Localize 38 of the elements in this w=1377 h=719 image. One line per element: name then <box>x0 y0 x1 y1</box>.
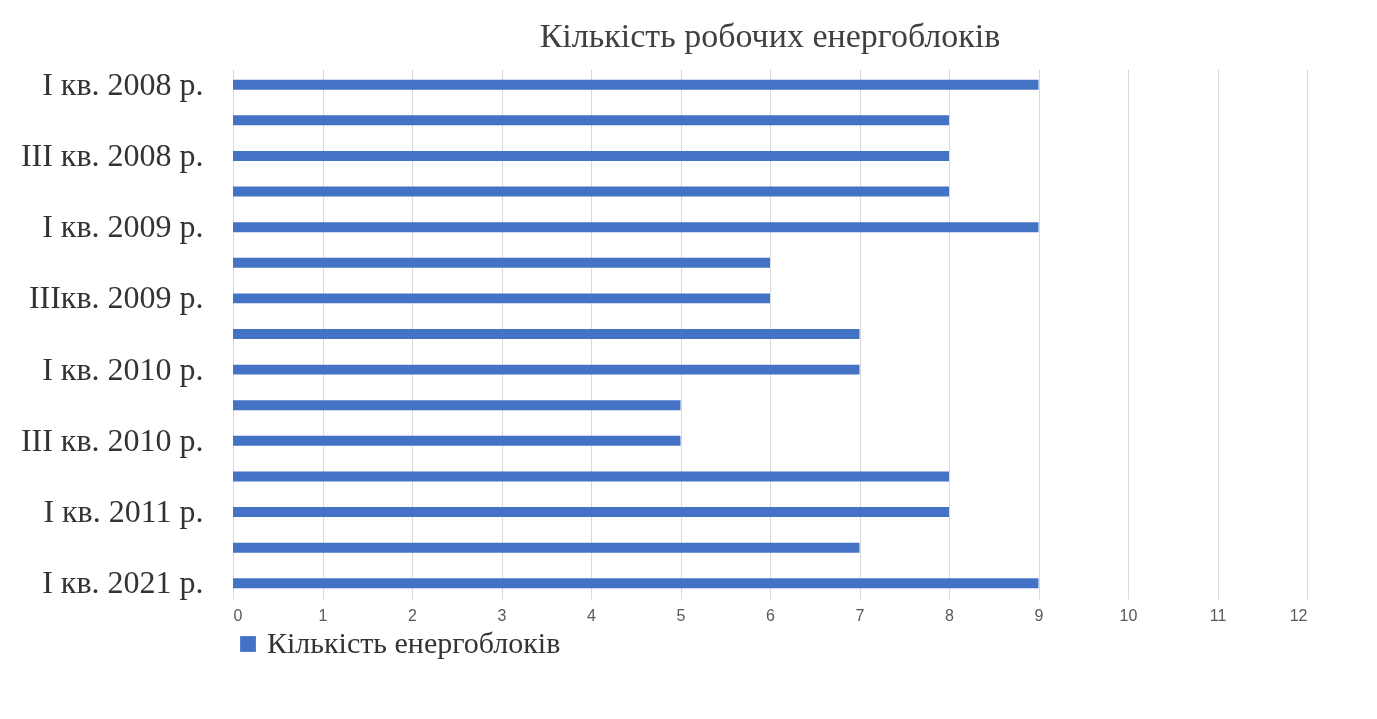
x-tick-label: 8 <box>945 606 955 624</box>
bar <box>233 329 860 339</box>
bar <box>233 186 949 197</box>
y-tick-label: III кв. 2010 р. <box>20 421 204 458</box>
bar <box>233 293 770 304</box>
x-tick-label: 5 <box>676 606 686 624</box>
y-tick-label: III кв. 2008 р. <box>20 136 204 173</box>
chart-title: Кількість робочих енергоблоків <box>539 17 1001 55</box>
x-tick-label: 1 <box>318 606 328 624</box>
x-tick-label: 9 <box>1034 606 1044 624</box>
bar <box>233 222 1039 233</box>
y-tick-label: I кв. 2010 р. <box>42 350 204 387</box>
x-tick-label: 7 <box>855 606 865 624</box>
y-tick-label: I кв. 2009 р. <box>42 208 204 245</box>
y-tick-label: IIIкв. 2009 р. <box>28 279 204 316</box>
x-tick-label: 10 <box>1119 606 1138 624</box>
bar <box>233 435 681 446</box>
x-tick-label: 0 <box>233 606 243 624</box>
x-tick-label: 3 <box>497 606 507 624</box>
y-tick-label: I кв. 2021 р. <box>42 564 204 601</box>
bar <box>233 542 860 553</box>
x-tick-label: 11 <box>1209 606 1227 624</box>
bar <box>233 115 949 126</box>
x-tick-label: 2 <box>408 606 418 624</box>
x-tick-label: 4 <box>587 606 597 624</box>
bar <box>233 150 949 161</box>
legend-label: Кількість енергоблоків <box>267 626 561 659</box>
x-tick-label: 6 <box>766 606 776 624</box>
bar <box>233 79 1039 90</box>
bar <box>233 471 949 482</box>
bar <box>233 364 860 375</box>
y-tick-label: I кв. 2008 р. <box>42 65 204 102</box>
bar <box>233 257 770 268</box>
bar <box>233 578 1039 589</box>
bar <box>233 507 949 518</box>
x-tick-label: 12 <box>1289 606 1308 624</box>
bar <box>233 400 681 411</box>
y-tick-label: I кв. 2011 р. <box>43 493 204 530</box>
